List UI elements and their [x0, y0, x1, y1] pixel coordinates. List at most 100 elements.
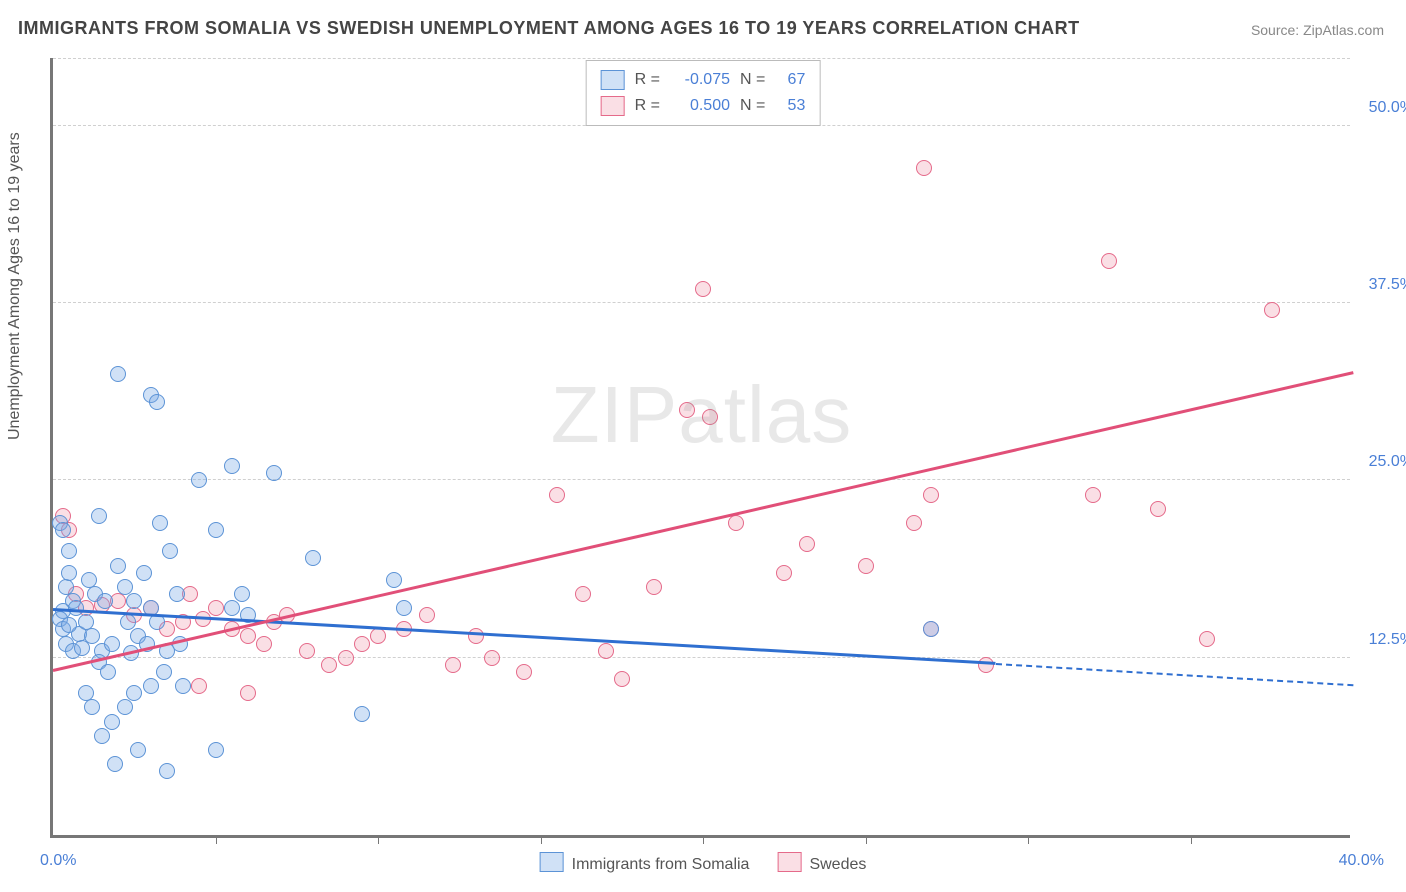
- data-point-pink: [906, 515, 922, 531]
- x-tick: [703, 835, 704, 844]
- legend-swatch-pink: [601, 96, 625, 116]
- data-point-blue: [191, 472, 207, 488]
- x-tick: [866, 835, 867, 844]
- data-point-pink: [1264, 302, 1280, 318]
- data-point-blue: [175, 678, 191, 694]
- n-label: N =: [740, 93, 765, 119]
- data-point-blue: [126, 685, 142, 701]
- data-point-pink: [549, 487, 565, 503]
- data-point-pink: [419, 607, 435, 623]
- data-point-pink: [445, 657, 461, 673]
- gridline: [53, 58, 1350, 59]
- data-point-pink: [923, 487, 939, 503]
- data-point-blue: [149, 394, 165, 410]
- data-point-pink: [776, 565, 792, 581]
- y-tick-label: 25.0%: [1369, 453, 1406, 471]
- y-tick-label: 50.0%: [1369, 99, 1406, 117]
- data-point-pink: [516, 664, 532, 680]
- data-point-pink: [728, 515, 744, 531]
- r-label: R =: [635, 93, 660, 119]
- y-axis-label: Unemployment Among Ages 16 to 19 years: [6, 132, 24, 440]
- data-point-blue: [152, 515, 168, 531]
- legend-item-1: Swedes: [777, 852, 866, 874]
- x-axis-max-label: 40.0%: [1339, 852, 1384, 870]
- data-point-blue: [130, 742, 146, 758]
- data-point-pink: [575, 586, 591, 602]
- data-point-pink: [354, 636, 370, 652]
- data-point-blue: [94, 728, 110, 744]
- x-axis-min-label: 0.0%: [40, 852, 76, 870]
- x-tick: [1191, 835, 1192, 844]
- legend-swatch-blue: [540, 852, 564, 872]
- data-point-blue: [61, 543, 77, 559]
- data-point-blue: [143, 678, 159, 694]
- data-point-blue: [923, 621, 939, 637]
- data-point-pink: [240, 685, 256, 701]
- data-point-pink: [1085, 487, 1101, 503]
- data-point-pink: [1199, 631, 1215, 647]
- data-point-blue: [110, 366, 126, 382]
- y-tick-label: 37.5%: [1369, 276, 1406, 294]
- legend-swatch-pink: [777, 852, 801, 872]
- data-point-blue: [234, 586, 250, 602]
- data-point-pink: [978, 657, 994, 673]
- data-point-blue: [117, 579, 133, 595]
- data-point-blue: [224, 458, 240, 474]
- data-point-blue: [386, 572, 402, 588]
- data-point-blue: [224, 600, 240, 616]
- data-point-pink: [370, 628, 386, 644]
- data-point-blue: [104, 714, 120, 730]
- legend-label: Immigrants from Somalia: [572, 856, 750, 873]
- data-point-blue: [61, 565, 77, 581]
- data-point-blue: [84, 628, 100, 644]
- data-point-blue: [354, 706, 370, 722]
- data-point-blue: [162, 543, 178, 559]
- data-point-pink: [916, 160, 932, 176]
- data-point-blue: [110, 558, 126, 574]
- x-tick: [378, 835, 379, 844]
- x-tick: [216, 835, 217, 844]
- data-point-blue: [169, 586, 185, 602]
- data-point-blue: [107, 756, 123, 772]
- data-point-blue: [156, 664, 172, 680]
- gridline: [53, 657, 1350, 658]
- data-point-pink: [695, 281, 711, 297]
- data-point-blue: [305, 550, 321, 566]
- data-point-blue: [266, 465, 282, 481]
- data-point-pink: [338, 650, 354, 666]
- data-point-blue: [208, 742, 224, 758]
- data-point-blue: [396, 600, 412, 616]
- data-point-pink: [1101, 253, 1117, 269]
- data-point-blue: [61, 617, 77, 633]
- data-point-pink: [858, 558, 874, 574]
- data-point-blue: [117, 699, 133, 715]
- data-point-pink: [321, 657, 337, 673]
- data-point-blue: [55, 522, 71, 538]
- data-point-pink: [614, 671, 630, 687]
- data-point-pink: [598, 643, 614, 659]
- data-point-pink: [240, 628, 256, 644]
- data-point-pink: [679, 402, 695, 418]
- data-point-pink: [299, 643, 315, 659]
- r-value: 0.500: [670, 93, 730, 119]
- n-value: 67: [775, 67, 805, 93]
- data-point-pink: [799, 536, 815, 552]
- data-point-pink: [256, 636, 272, 652]
- data-point-pink: [191, 678, 207, 694]
- legend-label: Swedes: [809, 856, 866, 873]
- x-tick: [541, 835, 542, 844]
- n-label: N =: [740, 67, 765, 93]
- gridline: [53, 302, 1350, 303]
- data-point-pink: [702, 409, 718, 425]
- data-point-blue: [91, 508, 107, 524]
- legend-stats-row-0: R = -0.075 N = 67: [601, 67, 806, 93]
- data-point-blue: [208, 522, 224, 538]
- legend-item-0: Immigrants from Somalia: [540, 852, 750, 874]
- data-point-pink: [208, 600, 224, 616]
- gridline: [53, 479, 1350, 480]
- legend-stats-row-1: R = 0.500 N = 53: [601, 93, 806, 119]
- data-point-blue: [100, 664, 116, 680]
- data-point-blue: [84, 699, 100, 715]
- chart-container: IMMIGRANTS FROM SOMALIA VS SWEDISH UNEMP…: [0, 0, 1406, 892]
- data-point-blue: [120, 614, 136, 630]
